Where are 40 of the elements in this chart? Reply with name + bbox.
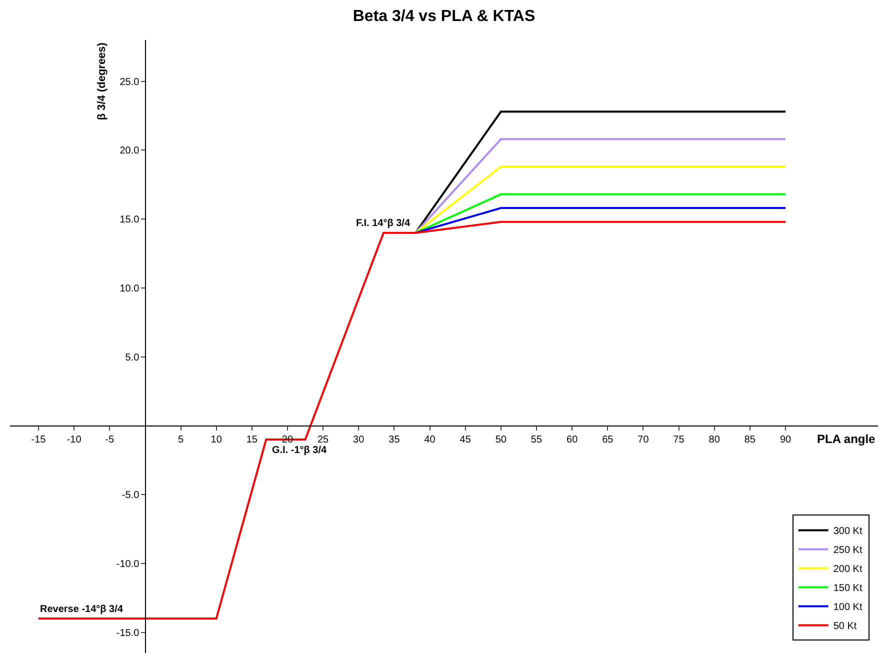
chart-title: Beta 3/4 vs PLA & KTAS xyxy=(352,8,536,26)
x-tick-label: -10 xyxy=(66,434,82,446)
legend-label: 150 Kt xyxy=(833,583,862,594)
y-tick-label: 5.0 xyxy=(125,352,140,364)
legend-label: 250 Kt xyxy=(833,545,862,556)
legend-label: 200 Kt xyxy=(833,564,862,576)
x-tick-label: 60 xyxy=(566,434,578,446)
y-tick-label: 15.0 xyxy=(120,214,140,226)
x-tick-label: 75 xyxy=(673,434,685,446)
x-tick-label: 10 xyxy=(210,434,222,446)
x-axis-title: PLA angle xyxy=(817,432,876,446)
y-tick-label: 25.0 xyxy=(120,76,140,88)
x-tick-label: 25 xyxy=(317,434,330,446)
legend-label: 300 Kt xyxy=(833,526,862,538)
y-tick-label: 20.0 xyxy=(120,146,140,157)
annotation: F.I. 14°β 3/4 xyxy=(356,218,410,229)
x-tick-label: 65 xyxy=(602,434,614,446)
x-tick-label: -15 xyxy=(31,434,46,446)
x-tick-label: 70 xyxy=(638,434,650,446)
x-tick-label: 5 xyxy=(178,434,184,446)
legend-label: 50 Kt xyxy=(833,621,857,632)
annotation: G.I. -1°β 3/4 xyxy=(272,445,328,456)
y-tick-label: -5.0 xyxy=(122,490,140,502)
x-tick-label: 30 xyxy=(353,434,365,446)
x-tick-label: 40 xyxy=(424,434,436,446)
x-tick-label: 80 xyxy=(708,434,720,446)
x-tick-label: 90 xyxy=(780,434,792,446)
y-tick-label: 10.0 xyxy=(120,283,140,294)
x-tick-label: 50 xyxy=(495,434,507,446)
y-tick-label: -10.0 xyxy=(116,558,140,570)
y-axis-title: β 3/4 (degrees) xyxy=(96,42,108,120)
x-tick-label: -5 xyxy=(105,434,114,446)
y-tick-label: -15.0 xyxy=(116,628,140,639)
x-tick-label: 85 xyxy=(744,434,756,446)
x-tick-label: 45 xyxy=(460,434,472,446)
annotation: Reverse -14°β 3/4 xyxy=(40,604,124,615)
x-tick-label: 35 xyxy=(388,434,400,446)
legend-label: 100 Kt xyxy=(833,602,862,614)
x-tick-label: 55 xyxy=(530,434,542,446)
x-tick-label: 15 xyxy=(246,434,258,446)
